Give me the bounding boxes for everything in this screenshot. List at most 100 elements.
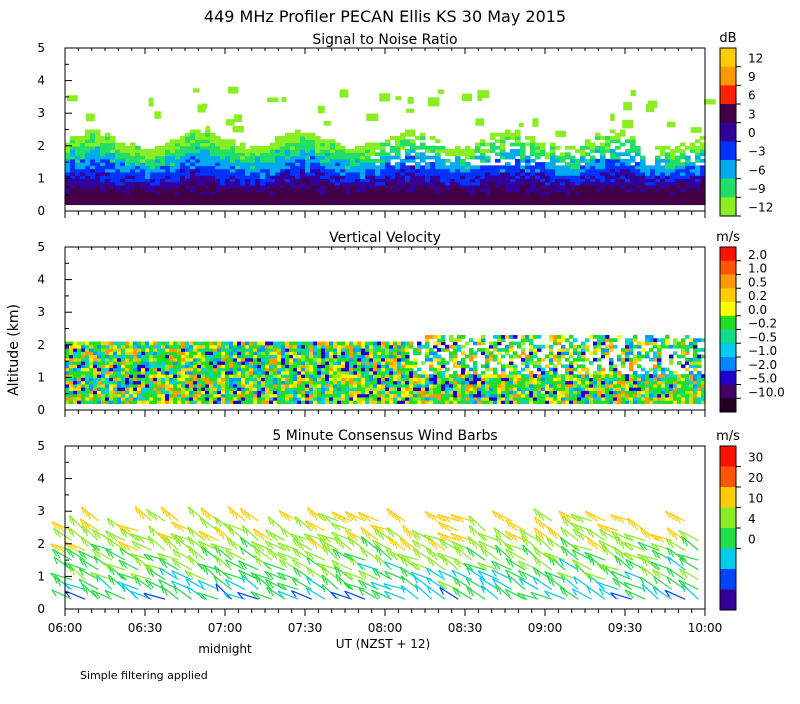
velocity-cell xyxy=(521,342,526,346)
velocity-cell xyxy=(545,381,550,385)
velocity-cell xyxy=(305,384,310,388)
velocity-cell xyxy=(261,351,266,355)
velocity-cell xyxy=(445,400,450,404)
velocity-cell xyxy=(605,345,610,349)
velocity-cell xyxy=(385,358,390,362)
velocity-cell xyxy=(389,397,394,401)
velocity-cell xyxy=(257,368,262,372)
velocity-cell xyxy=(277,400,282,404)
velocity-cell xyxy=(193,374,198,378)
velocity-cell xyxy=(501,335,506,339)
velocity-cell xyxy=(189,374,194,378)
velocity-cell xyxy=(461,358,466,362)
velocity-cell xyxy=(337,397,342,401)
snr-cell xyxy=(490,165,496,169)
velocity-cell xyxy=(217,371,222,375)
snr-cell xyxy=(405,139,411,143)
velocity-cell xyxy=(201,364,206,368)
velocity-cell xyxy=(237,394,242,398)
velocity-cell xyxy=(189,364,194,368)
velocity-cell xyxy=(193,371,198,375)
velocity-cell xyxy=(181,374,186,378)
velocity-cell xyxy=(69,348,74,352)
velocity-cell xyxy=(293,351,298,355)
velocity-cell xyxy=(97,384,102,388)
velocity-cell xyxy=(449,400,454,404)
velocity-cell xyxy=(229,351,234,355)
velocity-cell xyxy=(129,348,134,352)
velocity-cell xyxy=(69,400,74,404)
velocity-cell xyxy=(441,371,446,375)
velocity-cell xyxy=(69,355,74,359)
velocity-cell xyxy=(401,384,406,388)
velocity-cell xyxy=(309,394,314,398)
velocity-cell xyxy=(377,377,382,381)
velocity-cell xyxy=(585,397,590,401)
velocity-cell xyxy=(457,381,462,385)
velocity-cell xyxy=(317,400,322,404)
velocity-cell xyxy=(461,384,466,388)
velocity-cell xyxy=(485,355,490,359)
velocity-cell xyxy=(597,345,602,349)
velocity-cell xyxy=(137,348,142,352)
velocity-cell xyxy=(545,397,550,401)
snr-cell xyxy=(340,146,346,150)
velocity-cell xyxy=(245,390,250,394)
velocity-cell xyxy=(509,361,514,365)
velocity-cell xyxy=(513,377,518,381)
velocity-cell xyxy=(545,345,550,349)
velocity-cell xyxy=(569,384,574,388)
velocity-cell xyxy=(385,342,390,346)
velocity-cell xyxy=(313,355,318,359)
velocity-cell xyxy=(149,384,154,388)
velocity-cell xyxy=(329,397,334,401)
velocity-cell xyxy=(401,374,406,378)
velocity-cell xyxy=(233,358,238,362)
velocity-cell xyxy=(429,361,434,365)
velocity-cell xyxy=(101,387,106,391)
velocity-cell xyxy=(577,390,582,394)
velocity-cell xyxy=(329,400,334,404)
velocity-cell xyxy=(393,348,398,352)
snr-cell xyxy=(525,136,531,140)
snr-cell xyxy=(620,143,626,147)
velocity-cell xyxy=(489,381,494,385)
velocity-cell xyxy=(317,368,322,372)
velocity-cell xyxy=(129,358,134,362)
velocity-cell xyxy=(405,374,410,378)
velocity-cell xyxy=(197,364,202,368)
velocity-cell xyxy=(405,355,410,359)
velocity-cell xyxy=(309,368,314,372)
velocity-cell xyxy=(181,364,186,368)
velocity-cell xyxy=(257,364,262,368)
velocity-cell xyxy=(121,345,126,349)
velocity-cell xyxy=(549,394,554,398)
velocity-cell xyxy=(481,371,486,375)
velocity-cell xyxy=(533,361,538,365)
snr-cell xyxy=(233,126,244,132)
velocity-cell xyxy=(177,390,182,394)
velocity-cell xyxy=(77,394,82,398)
velocity-cell xyxy=(261,358,266,362)
velocity-cell xyxy=(193,387,198,391)
velocity-cell xyxy=(85,374,90,378)
velocity-cell xyxy=(457,345,462,349)
velocity-cell xyxy=(85,384,90,388)
velocity-cell xyxy=(569,364,574,368)
velocity-cell xyxy=(113,342,118,346)
velocity-cell xyxy=(85,364,90,368)
velocity-cell xyxy=(445,374,450,378)
velocity-cell xyxy=(441,387,446,391)
velocity-cell xyxy=(345,361,350,365)
velocity-cell xyxy=(277,387,282,391)
velocity-cell xyxy=(453,384,458,388)
velocity-cell xyxy=(365,355,370,359)
velocity-cell xyxy=(177,355,182,359)
velocity-cell xyxy=(345,390,350,394)
velocity-cell xyxy=(309,361,314,365)
velocity-cell xyxy=(605,377,610,381)
velocity-cell xyxy=(325,384,330,388)
velocity-cell xyxy=(345,394,350,398)
velocity-cell xyxy=(221,377,226,381)
velocity-cell xyxy=(501,348,506,352)
